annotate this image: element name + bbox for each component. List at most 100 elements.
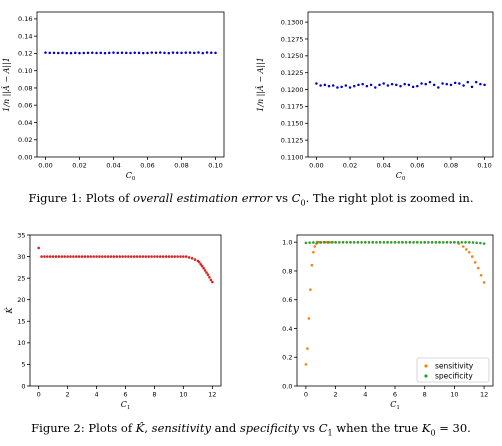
figure-1-caption: Figure 1: Plots of overall estimation er… bbox=[0, 191, 502, 207]
data-point bbox=[141, 255, 145, 258]
data-point bbox=[176, 51, 179, 54]
sensitivity-point bbox=[482, 281, 486, 284]
y-tick-label: 0.00 bbox=[18, 153, 32, 161]
data-point bbox=[82, 51, 85, 55]
chart-estimation-error-zoomed: 0.00 0.02 0.04 0.06 0.08 0.10 0.1100 0.1125 0.11… bbox=[256, 11, 494, 182]
legend-marker-specificity bbox=[424, 374, 428, 378]
data-point bbox=[193, 258, 197, 261]
specificity-point bbox=[319, 241, 323, 244]
data-point bbox=[124, 255, 127, 258]
specificity-point bbox=[419, 241, 423, 244]
specificity-point bbox=[334, 241, 337, 244]
caption-2-emph2: specificity bbox=[239, 421, 300, 435]
specificity-point bbox=[393, 241, 397, 244]
x-axis-label: C1 bbox=[121, 400, 131, 411]
data-point bbox=[121, 255, 124, 258]
data-point bbox=[154, 51, 158, 54]
data-point bbox=[197, 51, 200, 54]
data-point bbox=[200, 264, 204, 268]
specificity-point bbox=[453, 241, 456, 244]
legend bbox=[416, 357, 490, 383]
x-tick-label: 0.04 bbox=[106, 162, 120, 170]
data-point bbox=[340, 85, 343, 89]
data-point bbox=[144, 255, 148, 258]
data-point bbox=[109, 255, 113, 258]
sensitivity-point bbox=[304, 363, 308, 366]
data-point bbox=[164, 255, 168, 258]
data-point bbox=[101, 255, 104, 258]
x-tick-label: 2 bbox=[334, 391, 338, 399]
specificity-point bbox=[475, 241, 478, 245]
specificity-point bbox=[360, 241, 363, 244]
sensitivity-point bbox=[313, 245, 317, 248]
chart-k-hat: 0 2 4 6 8 10 12 0 5 10 15 20 25 30 35 C1 K̂ bbox=[5, 231, 222, 411]
data-point bbox=[187, 256, 191, 259]
y-axis-label: 1/n ||Â − A||1 bbox=[256, 57, 265, 112]
y-tick-label: 0.8 bbox=[282, 267, 292, 275]
data-point bbox=[319, 84, 322, 87]
specificity-point bbox=[338, 241, 341, 244]
specificity-point bbox=[415, 241, 419, 244]
specificity-point bbox=[341, 241, 345, 244]
data-point bbox=[180, 51, 183, 55]
data-point bbox=[462, 84, 465, 87]
data-point bbox=[133, 51, 136, 54]
data-point bbox=[395, 83, 398, 87]
data-point bbox=[60, 255, 64, 258]
data-point bbox=[331, 84, 335, 87]
data-point bbox=[129, 51, 132, 55]
specificity-point bbox=[364, 241, 367, 244]
sensitivity-point bbox=[464, 248, 468, 251]
caption-1-var: C bbox=[291, 191, 301, 205]
data-point bbox=[315, 82, 318, 85]
data-point bbox=[48, 51, 51, 55]
data-point bbox=[103, 255, 107, 258]
y-tick-label: 20 bbox=[17, 296, 25, 304]
data-point bbox=[80, 255, 84, 258]
sensitivity-point bbox=[312, 250, 315, 254]
data-point bbox=[445, 82, 448, 86]
data-point bbox=[214, 51, 217, 55]
data-point bbox=[150, 255, 153, 258]
data-point bbox=[403, 82, 406, 86]
data-point bbox=[428, 80, 432, 84]
x-tick-label: 6 bbox=[123, 391, 127, 399]
sensitivity-point bbox=[310, 263, 314, 267]
data-point bbox=[37, 246, 40, 250]
axes-frame bbox=[36, 11, 225, 158]
data-point bbox=[57, 255, 61, 258]
specificity-point bbox=[352, 241, 356, 244]
specificity-point bbox=[401, 241, 404, 244]
caption-2-comma: , bbox=[144, 421, 152, 435]
data-point bbox=[40, 255, 43, 258]
data-point bbox=[135, 255, 139, 258]
x-tick-label: 0.02 bbox=[343, 162, 357, 170]
data-point bbox=[424, 82, 427, 86]
specificity-point bbox=[304, 241, 308, 245]
x-tick-label: 0.00 bbox=[309, 162, 323, 170]
data-point bbox=[483, 83, 486, 87]
data-point bbox=[106, 255, 110, 258]
x-tick-label: 10 bbox=[179, 391, 187, 399]
specificity-point bbox=[326, 241, 330, 244]
data-point bbox=[399, 84, 402, 88]
specificity-point bbox=[430, 241, 434, 244]
y-tick-label: 35 bbox=[17, 231, 25, 239]
data-point bbox=[86, 51, 90, 55]
specificity-point bbox=[308, 241, 311, 244]
data-point bbox=[201, 51, 204, 55]
y-tick-label: 0.06 bbox=[18, 102, 32, 110]
sensitivity-point bbox=[309, 288, 312, 291]
data-point bbox=[167, 51, 170, 55]
data-point bbox=[146, 51, 149, 55]
specificity-point bbox=[441, 241, 445, 244]
data-point bbox=[479, 82, 482, 86]
caption-2-var: C bbox=[318, 421, 328, 435]
sensitivity-point bbox=[307, 317, 311, 320]
data-point bbox=[112, 51, 115, 54]
data-point bbox=[163, 51, 166, 55]
data-point bbox=[83, 255, 87, 258]
x-tick-label: 8 bbox=[152, 391, 156, 399]
y-tick-label: 0.02 bbox=[18, 136, 32, 144]
caption-2-prefix: Figure 2: Plots of bbox=[31, 421, 136, 435]
